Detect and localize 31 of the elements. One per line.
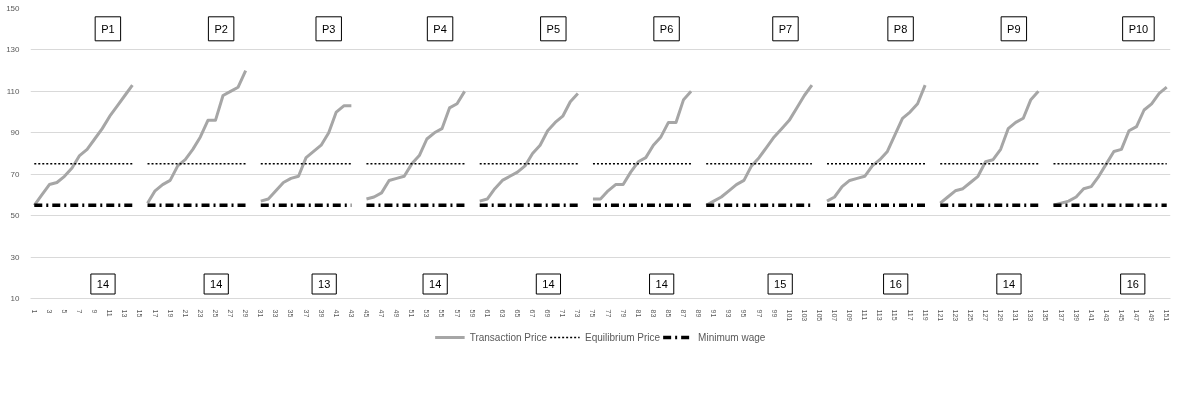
annotation: 13 (318, 278, 331, 290)
annotation: P4 (433, 22, 447, 35)
annotation: 14 (655, 278, 668, 290)
annotation: 14 (429, 278, 442, 290)
y-tick-label: 110 (6, 86, 21, 96)
annotation: 14 (542, 278, 555, 290)
y-tick-label: 90 (10, 128, 21, 138)
y-tick-label: 150 (6, 4, 21, 13)
annotation: P9 (1007, 22, 1021, 35)
annotation: 14 (96, 278, 110, 290)
annotation: P1 (101, 22, 115, 35)
annotation: P5 (546, 22, 561, 35)
y-tick-label: 70 (10, 169, 21, 179)
annotation: 16 (1126, 278, 1139, 290)
annotation: P7 (778, 22, 793, 35)
y-tick-label: 30 (10, 252, 21, 262)
y-tick-label: 130 (6, 45, 21, 55)
annotation: 14 (210, 278, 223, 290)
annotation: 16 (889, 278, 902, 290)
legend-label: Transaction Price (469, 331, 548, 343)
annotation: P6 (659, 22, 674, 35)
annotation: P2 (214, 22, 228, 35)
annotation: P10 (1128, 22, 1149, 35)
legend-label: Equilibrium Price (585, 331, 661, 343)
legend-label: Minimum wage (698, 331, 766, 343)
annotation: 14 (1002, 278, 1016, 290)
annotation: 15 (774, 278, 787, 290)
annotation: P8 (893, 22, 908, 35)
y-tick-label: 50 (10, 211, 21, 221)
y-tick-label: 10 (10, 294, 21, 303)
annotation: P3 (321, 22, 336, 35)
